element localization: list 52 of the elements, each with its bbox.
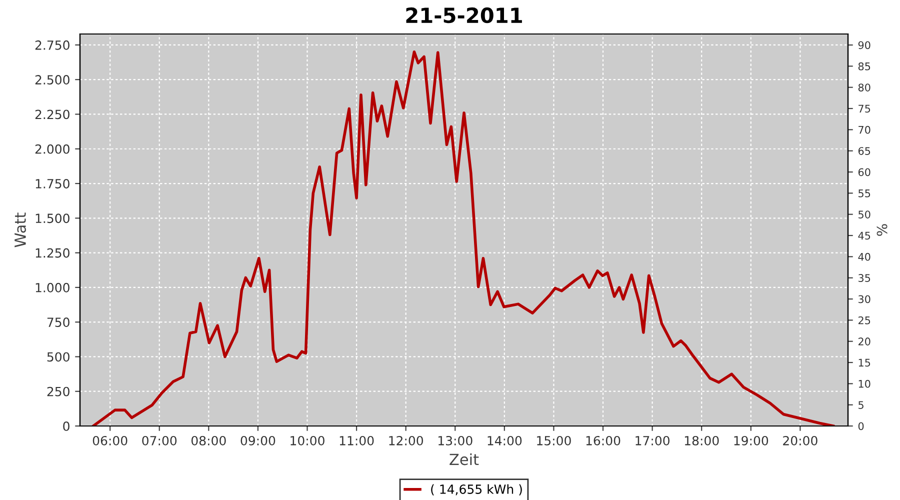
y2-tick-label: 10 [858, 380, 870, 388]
y2-tick-label: 15 [858, 358, 870, 367]
x-tick-label: 20:00 [783, 436, 818, 446]
line-series [92, 50, 835, 426]
y2-tick-label: 55 [858, 190, 870, 198]
y-tick-label: 500 [47, 352, 70, 362]
x-tick-label: 12:00 [389, 436, 424, 446]
y2-tick-label: 25 [858, 316, 870, 324]
y2-tick-label: 85 [858, 62, 870, 70]
y-tick-label: 1.500 [36, 214, 70, 224]
y2-tick-label: 65 [858, 147, 870, 155]
y2-tick-label: 90 [858, 41, 870, 50]
x-tick-label: 08:00 [191, 436, 226, 446]
y2-tick-label: 80 [858, 84, 870, 92]
y-tick-label: 2.250 [35, 110, 70, 120]
y-tick-label: 1.250 [36, 248, 70, 258]
y-tick-label: 2.500 [35, 75, 70, 85]
x-tick-label: 06:00 [92, 436, 128, 446]
x-tick-label: 07:00 [142, 436, 177, 446]
y2-tick-label: 5 [858, 401, 864, 409]
x-tick-label: 19:00 [734, 436, 768, 446]
y-tick-label: 2.000 [35, 144, 70, 154]
y2-tick-label: 30 [858, 295, 870, 304]
y-tick-label: 0 [63, 421, 70, 431]
x-tick-label: 15:00 [537, 436, 571, 446]
x-tick-label: 10:00 [290, 436, 324, 446]
x-tick-label: 11:00 [340, 436, 374, 446]
legend-label: ( 14,655 kWh ) [431, 484, 522, 496]
y-tick-label: 1.000 [36, 282, 70, 292]
y-axis-title: Watt [14, 212, 26, 248]
x-tick-label: 13:00 [438, 436, 472, 446]
y2-tick-label: 60 [858, 168, 870, 176]
y-tick-label: 750 [47, 318, 70, 328]
x-tick-label: 09:00 [240, 436, 276, 446]
y2-tick-label: 20 [858, 338, 870, 346]
y2-tick-label: 45 [858, 232, 870, 240]
y-tick-label: 2.750 [35, 40, 70, 50]
x-tick-label: 18:00 [684, 436, 719, 446]
x-tick-label: 16:00 [586, 436, 620, 446]
y2-tick-label: 50 [858, 210, 870, 218]
y2-tick-label: 35 [858, 274, 870, 282]
y-tick-label: 250 [47, 386, 70, 396]
y2-axis-title: % [876, 224, 888, 236]
y-tick-label: 1.750 [36, 178, 70, 188]
y2-tick-label: 0 [858, 422, 864, 430]
chart-title: 21-5-2011 [406, 7, 522, 24]
y2-tick-label: 40 [858, 252, 870, 261]
y2-tick-label: 75 [858, 104, 870, 113]
x-tick-label: 17:00 [636, 436, 670, 446]
x-tick-label: 14:00 [488, 436, 522, 446]
y2-tick-label: 70 [858, 126, 870, 134]
x-axis-title: Zeit [450, 453, 479, 466]
